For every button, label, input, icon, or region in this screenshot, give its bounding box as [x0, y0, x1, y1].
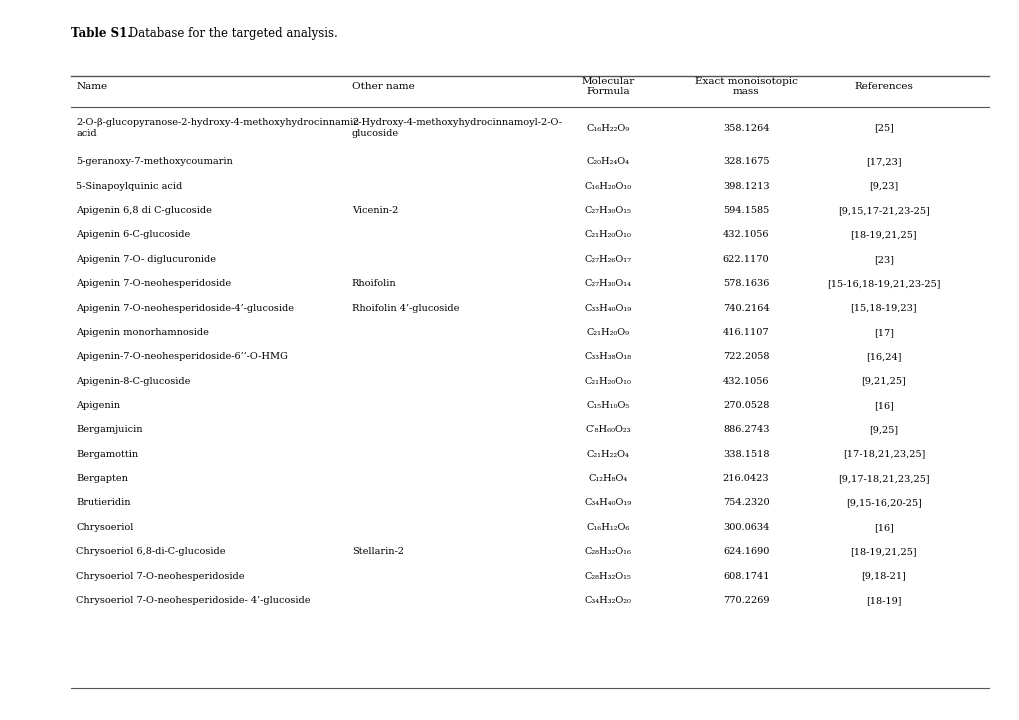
- Text: Chrysoeriol 7-O-neohesperidoside: Chrysoeriol 7-O-neohesperidoside: [76, 572, 245, 580]
- Text: 622.1170: 622.1170: [722, 255, 768, 264]
- Text: C₂₇H₂₆O₁₇: C₂₇H₂₆O₁₇: [584, 255, 632, 264]
- Text: C₃₄H₃₂O₂₀: C₃₄H₃₂O₂₀: [585, 596, 631, 605]
- Text: [9,15,17-21,23-25]: [9,15,17-21,23-25]: [838, 206, 928, 215]
- Text: Apigenin monorhamnoside: Apigenin monorhamnoside: [76, 328, 209, 337]
- Text: C₁₅H₁₀O₅: C₁₅H₁₀O₅: [586, 401, 630, 410]
- Text: 740.2164: 740.2164: [722, 304, 768, 312]
- Text: C₁₆H₂₀O₁₀: C₁₆H₂₀O₁₀: [584, 181, 632, 191]
- Text: [16,24]: [16,24]: [865, 352, 901, 361]
- Text: C₂₇H₃₀O₁₄: C₂₇H₃₀O₁₄: [584, 279, 632, 288]
- Text: 770.2269: 770.2269: [722, 596, 768, 605]
- Text: 300.0634: 300.0634: [722, 523, 768, 532]
- Text: [18-19]: [18-19]: [865, 596, 901, 605]
- Text: 624.1690: 624.1690: [722, 547, 768, 557]
- Text: C₂₈H₃₂O₁₆: C₂₈H₃₂O₁₆: [584, 547, 632, 557]
- Text: 594.1585: 594.1585: [722, 206, 768, 215]
- Text: Stellarin-2: Stellarin-2: [352, 547, 404, 557]
- Text: C₂₀H₂₄O₄: C₂₀H₂₄O₄: [586, 158, 630, 166]
- Text: C₂₇H₃₀O₁₅: C₂₇H₃₀O₁₅: [584, 206, 632, 215]
- Text: 5-Sinapoylquinic acid: 5-Sinapoylquinic acid: [76, 181, 182, 191]
- Text: 270.0528: 270.0528: [722, 401, 768, 410]
- Text: Apigenin 6-C-glucoside: Apigenin 6-C-glucoside: [76, 230, 191, 240]
- Text: Exact monoisotopic
mass: Exact monoisotopic mass: [694, 77, 797, 96]
- Text: Bergapten: Bergapten: [76, 474, 128, 483]
- Text: Chrysoeriol 7-O-neohesperidoside- 4’-glucoside: Chrysoeriol 7-O-neohesperidoside- 4’-glu…: [76, 596, 311, 605]
- Text: 432.1056: 432.1056: [722, 230, 768, 240]
- Text: References: References: [854, 82, 912, 91]
- Text: 216.0423: 216.0423: [722, 474, 768, 483]
- Text: C₁₂H₈O₄: C₁₂H₈O₄: [588, 474, 628, 483]
- Text: 722.2058: 722.2058: [722, 352, 768, 361]
- Text: [17-18,21,23,25]: [17-18,21,23,25]: [842, 450, 924, 459]
- Text: [17]: [17]: [873, 328, 893, 337]
- Text: C₂₁H₂₀O₁₀: C₂₁H₂₀O₁₀: [585, 377, 631, 386]
- Text: 398.1213: 398.1213: [722, 181, 768, 191]
- Text: Molecular
Formula: Molecular Formula: [581, 77, 635, 96]
- Text: C₂₁H₂₀O₉: C₂₁H₂₀O₉: [586, 328, 630, 337]
- Text: Chrysoeriol 6,8-di-C-glucoside: Chrysoeriol 6,8-di-C-glucoside: [76, 547, 226, 557]
- Text: Bergamottin: Bergamottin: [76, 450, 139, 459]
- Text: C₁₆H₂₂O₉: C₁₆H₂₂O₉: [586, 124, 630, 132]
- Text: 886.2743: 886.2743: [722, 426, 768, 434]
- Text: Apigenin 7-O- diglucuronide: Apigenin 7-O- diglucuronide: [76, 255, 216, 264]
- Text: Rhoifolin: Rhoifolin: [352, 279, 396, 288]
- Text: Table S1.: Table S1.: [71, 27, 131, 40]
- Text: 358.1264: 358.1264: [722, 124, 768, 132]
- Text: [18-19,21,25]: [18-19,21,25]: [850, 230, 916, 240]
- Text: 432.1056: 432.1056: [722, 377, 768, 386]
- Text: [9,18-21]: [9,18-21]: [861, 572, 905, 580]
- Text: Brutieridin: Brutieridin: [76, 498, 130, 508]
- Text: [9,17-18,21,23,25]: [9,17-18,21,23,25]: [838, 474, 928, 483]
- Text: [15,18-19,23]: [15,18-19,23]: [850, 304, 916, 312]
- Text: Apigenin: Apigenin: [76, 401, 120, 410]
- Text: C₂₈H₃₂O₁₅: C₂₈H₃₂O₁₅: [585, 572, 631, 580]
- Text: 5-geranoxy-7-methoxycoumarin: 5-geranoxy-7-methoxycoumarin: [76, 158, 233, 166]
- Text: C‵₈H₆₀O₂₃: C‵₈H₆₀O₂₃: [585, 426, 631, 434]
- Text: 2-Hydroxy-4-methoxyhydrocinnamoyl-2-O-
glucoside: 2-Hydroxy-4-methoxyhydrocinnamoyl-2-O- g…: [352, 118, 561, 138]
- Text: Chrysoeriol: Chrysoeriol: [76, 523, 133, 532]
- Text: Name: Name: [76, 82, 108, 91]
- Text: C₃₃H₃₈O₁₈: C₃₃H₃₈O₁₈: [584, 352, 632, 361]
- Text: [25]: [25]: [873, 124, 893, 132]
- Text: [15-16,18-19,21,23-25]: [15-16,18-19,21,23-25]: [826, 279, 940, 288]
- Text: [16]: [16]: [873, 523, 893, 532]
- Text: [17,23]: [17,23]: [865, 158, 901, 166]
- Text: 608.1741: 608.1741: [722, 572, 768, 580]
- Text: Apigenin 7-O-neohesperidoside: Apigenin 7-O-neohesperidoside: [76, 279, 231, 288]
- Text: Database for the targeted analysis.: Database for the targeted analysis.: [125, 27, 338, 40]
- Text: [9,25]: [9,25]: [868, 426, 898, 434]
- Text: C₃₄H₄₀O₁₉: C₃₄H₄₀O₁₉: [584, 498, 632, 508]
- Text: 578.1636: 578.1636: [722, 279, 768, 288]
- Text: Other name: Other name: [352, 82, 415, 91]
- Text: Apigenin-8-C-glucoside: Apigenin-8-C-glucoside: [76, 377, 191, 386]
- Text: 754.2320: 754.2320: [722, 498, 768, 508]
- Text: Vicenin-2: Vicenin-2: [352, 206, 397, 215]
- Text: C₃₃H₄₀O₁₉: C₃₃H₄₀O₁₉: [584, 304, 632, 312]
- Text: 328.1675: 328.1675: [722, 158, 768, 166]
- Text: C₁₆H₁₂O₆: C₁₆H₁₂O₆: [586, 523, 630, 532]
- Text: Apigenin 6,8 di C-glucoside: Apigenin 6,8 di C-glucoside: [76, 206, 212, 215]
- Text: [16]: [16]: [873, 401, 893, 410]
- Text: 338.1518: 338.1518: [722, 450, 768, 459]
- Text: [9,21,25]: [9,21,25]: [861, 377, 905, 386]
- Text: Apigenin 7-O-neohesperidoside-4’-glucoside: Apigenin 7-O-neohesperidoside-4’-glucosi…: [76, 304, 294, 312]
- Text: Apigenin-7-O-neohesperidoside-6’’-O-HMG: Apigenin-7-O-neohesperidoside-6’’-O-HMG: [76, 352, 288, 361]
- Text: C₂₁H₂₀O₁₀: C₂₁H₂₀O₁₀: [585, 230, 631, 240]
- Text: [18-19,21,25]: [18-19,21,25]: [850, 547, 916, 557]
- Text: 416.1107: 416.1107: [722, 328, 768, 337]
- Text: C₂₁H₂₂O₄: C₂₁H₂₂O₄: [586, 450, 630, 459]
- Text: [9,15-16,20-25]: [9,15-16,20-25]: [845, 498, 921, 508]
- Text: Rhoifolin 4’-glucoside: Rhoifolin 4’-glucoside: [352, 304, 459, 312]
- Text: 2-O-β-glucopyranose-2-hydroxy-4-methoxyhydrocinnamic
acid: 2-O-β-glucopyranose-2-hydroxy-4-methoxyh…: [76, 118, 359, 138]
- Text: [9,23]: [9,23]: [868, 181, 898, 191]
- Text: [23]: [23]: [873, 255, 893, 264]
- Text: Bergamjuicin: Bergamjuicin: [76, 426, 143, 434]
